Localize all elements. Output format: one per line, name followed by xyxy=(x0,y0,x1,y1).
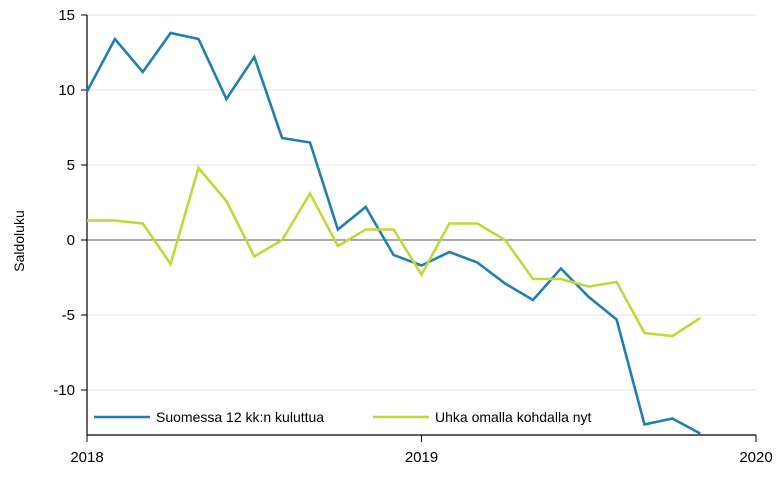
y-tick-label: 15 xyxy=(58,7,75,24)
series-lines xyxy=(85,31,701,435)
y-tick-label: -10 xyxy=(53,382,75,399)
legend: Suomessa 12 kk:n kuluttua Uhka omalla koh… xyxy=(94,409,592,425)
x-tick-label: 2018 xyxy=(70,449,103,466)
y-tick-label: 0 xyxy=(67,232,75,249)
axes: 15 10 5 0 -5 -10 2018 2019 2020 xyxy=(53,7,772,466)
x-tick-label: 2020 xyxy=(739,449,772,466)
y-tick-label: 10 xyxy=(58,82,75,99)
series-line-1 xyxy=(85,31,701,435)
y-axis-title: Saldoluku xyxy=(11,210,27,272)
y-tick-label: -5 xyxy=(62,307,75,324)
y-tick-label: 5 xyxy=(67,157,75,174)
legend-label: Uhka omalla kohdalla nyt xyxy=(435,409,592,425)
series-line-2 xyxy=(87,165,701,338)
x-tick-label: 2019 xyxy=(405,449,438,466)
gridlines xyxy=(87,14,756,391)
legend-label: Suomessa 12 kk:n kuluttua xyxy=(156,409,324,425)
